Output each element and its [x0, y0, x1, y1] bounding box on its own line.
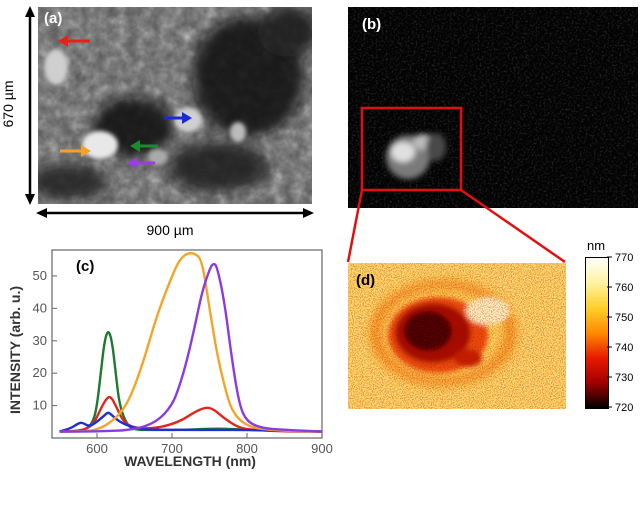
x-tick-label: 800 — [236, 441, 258, 456]
y-tick-label: 30 — [33, 333, 47, 348]
series-line-4 — [59, 262, 323, 433]
chart-ylabel: INTENSITY (arb. u.) — [7, 286, 23, 414]
colorbar-tick-label: 730 — [615, 372, 633, 384]
colorbar-unit: nm — [587, 238, 606, 253]
panel-a-label: (a) — [44, 10, 63, 27]
x-tick-label: 700 — [161, 441, 183, 456]
vertical-scale-arrow — [25, 6, 35, 205]
chart-axes — [51, 249, 323, 439]
panel-b-label: (b) — [362, 16, 382, 33]
colorbar-tick-label: 770 — [615, 252, 633, 264]
red-arrow — [58, 35, 90, 47]
x-tick-label: 600 — [86, 441, 108, 456]
connector-right — [460, 188, 566, 264]
series-line-2 — [59, 411, 323, 433]
chart-series — [59, 252, 323, 433]
panel-d-label: (d) — [356, 272, 376, 289]
width-scale-label: 900 µm — [146, 222, 194, 238]
spectra-chart: 600 700 800 900 10 20 30 40 50 WAVELENGTH (nm) I… — [7, 249, 333, 469]
chart-ticks: 600 700 800 900 10 20 30 40 50 — [33, 268, 333, 456]
purple-arrow — [127, 157, 155, 169]
series-line-1 — [59, 395, 322, 433]
y-tick-label: 40 — [33, 300, 47, 315]
panel-c-label: (c) — [76, 258, 95, 275]
panel-a-scale-arrows — [25, 6, 314, 218]
roi-box — [360, 106, 463, 192]
colorbar-tick-label: 740 — [615, 342, 633, 354]
colorbar-tick-label: 760 — [615, 282, 633, 294]
blue-arrow — [164, 112, 192, 124]
horizontal-scale-arrow — [36, 208, 314, 218]
colorbar-tick-label: 750 — [615, 312, 633, 324]
colorbar-ticks: 770 760 750 740 730 720 — [607, 252, 633, 414]
colorbar — [585, 257, 609, 409]
series-line-3 — [59, 252, 323, 433]
plot-frame — [51, 249, 323, 439]
panel-d-wavelength-map — [348, 263, 566, 409]
y-tick-label: 10 — [33, 398, 47, 413]
y-tick-label: 20 — [33, 365, 47, 380]
chart-xlabel: WAVELENGTH (nm) — [124, 453, 256, 469]
y-tick-label: 50 — [33, 268, 47, 283]
panel-b-image — [348, 7, 638, 208]
colorbar-tick-label: 720 — [615, 402, 633, 414]
panel-a-arrows — [58, 35, 192, 169]
x-tick-label: 900 — [311, 441, 333, 456]
connector-left — [346, 189, 364, 263]
green-arrow — [130, 140, 158, 152]
orange-arrow — [60, 145, 91, 157]
